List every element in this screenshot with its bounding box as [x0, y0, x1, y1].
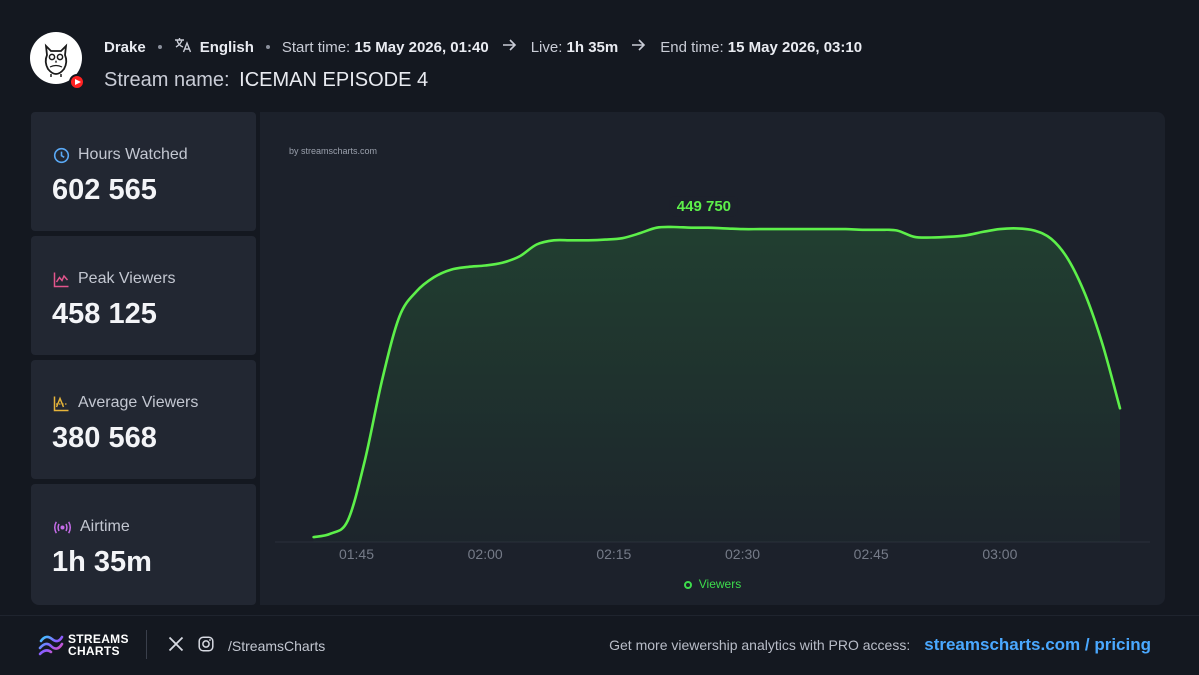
separator-dot	[157, 45, 162, 49]
streamer-name[interactable]: Drake	[104, 38, 146, 56]
broadcast-icon	[54, 520, 71, 534]
instagram-icon[interactable]	[198, 636, 214, 655]
translate-icon	[174, 37, 192, 58]
stat-value: 602 565	[52, 174, 157, 206]
x-axis-ticks: 01:45 02:00 02:15 02:30 02:45 03:00	[339, 546, 1018, 562]
stat-card-hours-watched: Hours Watched 602 565	[31, 112, 256, 231]
legend-label: Viewers	[698, 577, 742, 591]
footer-separator	[146, 630, 147, 659]
streams-charts-logo-icon	[38, 635, 64, 656]
peak-label: 449 750	[677, 198, 731, 215]
live-label: Live:	[530, 38, 563, 56]
peak-label-background	[669, 196, 738, 217]
peak-annotation: 449 750	[669, 196, 738, 217]
x-tick-label: 02:15	[596, 546, 631, 562]
start-time-value: 15 May 2026, 01:40	[354, 38, 489, 56]
stat-label: Hours Watched	[53, 146, 188, 164]
viewers-line[interactable]	[312, 225, 1122, 539]
average-icon	[53, 396, 69, 411]
stat-label-text: Hours Watched	[78, 146, 188, 163]
end-time-value: 15 May 2026, 03:10	[727, 38, 863, 56]
x-tick-label: 02:00	[468, 546, 503, 562]
stats-panel: Hours Watched 602 565 Peak Viewers 458 1…	[31, 112, 256, 605]
x-tick-label: 03:00	[982, 546, 1017, 562]
stat-value: 458 125	[52, 298, 157, 330]
stat-label: Airtime	[53, 518, 130, 536]
arrow-right-icon	[632, 38, 646, 56]
legend-marker-icon	[683, 581, 692, 589]
social-handle[interactable]: /StreamsCharts	[228, 637, 326, 654]
logo-line-1: STREAMS	[68, 632, 129, 646]
stat-label-text: Average Viewers	[78, 394, 199, 411]
stream-title: Stream name: ICEMAN EPISODE 4	[104, 69, 428, 92]
stream-header: Drake English Start time: 15 May 2026, 0…	[30, 32, 1170, 94]
stream-name-value: ICEMAN EPISODE 4	[239, 69, 429, 91]
stat-label: Average Viewers	[53, 394, 198, 412]
chart-icon	[53, 272, 69, 287]
pricing-link[interactable]: streamscharts.com / pricing	[924, 635, 1151, 654]
logo-line-2: CHARTS	[68, 644, 120, 658]
stream-meta: Drake English Start time: 15 May 2026, 0…	[104, 37, 862, 57]
arrow-right-icon	[502, 38, 517, 56]
social-links: /StreamsCharts	[168, 636, 325, 655]
x-tick-label: 02:30	[725, 546, 760, 562]
stream-name-label: Stream name:	[104, 69, 230, 91]
stat-card-peak-viewers: Peak Viewers 458 125	[31, 236, 256, 355]
clock-icon	[53, 147, 70, 163]
promo-text: Get more viewership analytics with PRO a…	[609, 637, 911, 653]
x-twitter-icon[interactable]	[168, 636, 184, 655]
stat-label: Peak Viewers	[53, 270, 176, 288]
language: English	[199, 38, 254, 56]
chart-legend[interactable]: Viewers	[260, 577, 1165, 591]
viewers-chart: 01:45 02:00 02:15 02:30 02:45 03:00 449 750 b…	[260, 112, 1165, 605]
logo-text: STREAMS CHARTS	[68, 633, 129, 657]
end-time-label: End time:	[660, 38, 724, 56]
separator-dot	[265, 45, 270, 49]
pro-promo: Get more viewership analytics with PRO a…	[609, 635, 1151, 655]
watermark: by streamscharts.com	[289, 146, 378, 156]
stat-card-airtime: Airtime 1h 35m	[31, 484, 256, 605]
stat-label-text: Airtime	[80, 518, 130, 535]
stat-label-text: Peak Viewers	[78, 270, 176, 287]
chart-svg: 01:45 02:00 02:15 02:30 02:45 03:00 449 750	[275, 196, 1150, 562]
stat-card-average-viewers: Average Viewers 380 568	[31, 360, 256, 479]
x-tick-label: 02:45	[854, 546, 889, 562]
start-time-label: Start time:	[281, 38, 351, 56]
x-tick-label: 01:45	[339, 546, 374, 562]
youtube-icon	[69, 74, 85, 90]
owl-logo-icon	[44, 43, 68, 77]
stat-value: 1h 35m	[52, 546, 152, 578]
avatar[interactable]	[30, 32, 82, 84]
footer-divider	[0, 615, 1199, 616]
viewers-area	[313, 226, 1121, 542]
streams-charts-logo[interactable]: STREAMS CHARTS	[38, 632, 138, 658]
stat-value: 380 568	[52, 422, 157, 454]
live-value: 1h 35m	[566, 38, 619, 56]
